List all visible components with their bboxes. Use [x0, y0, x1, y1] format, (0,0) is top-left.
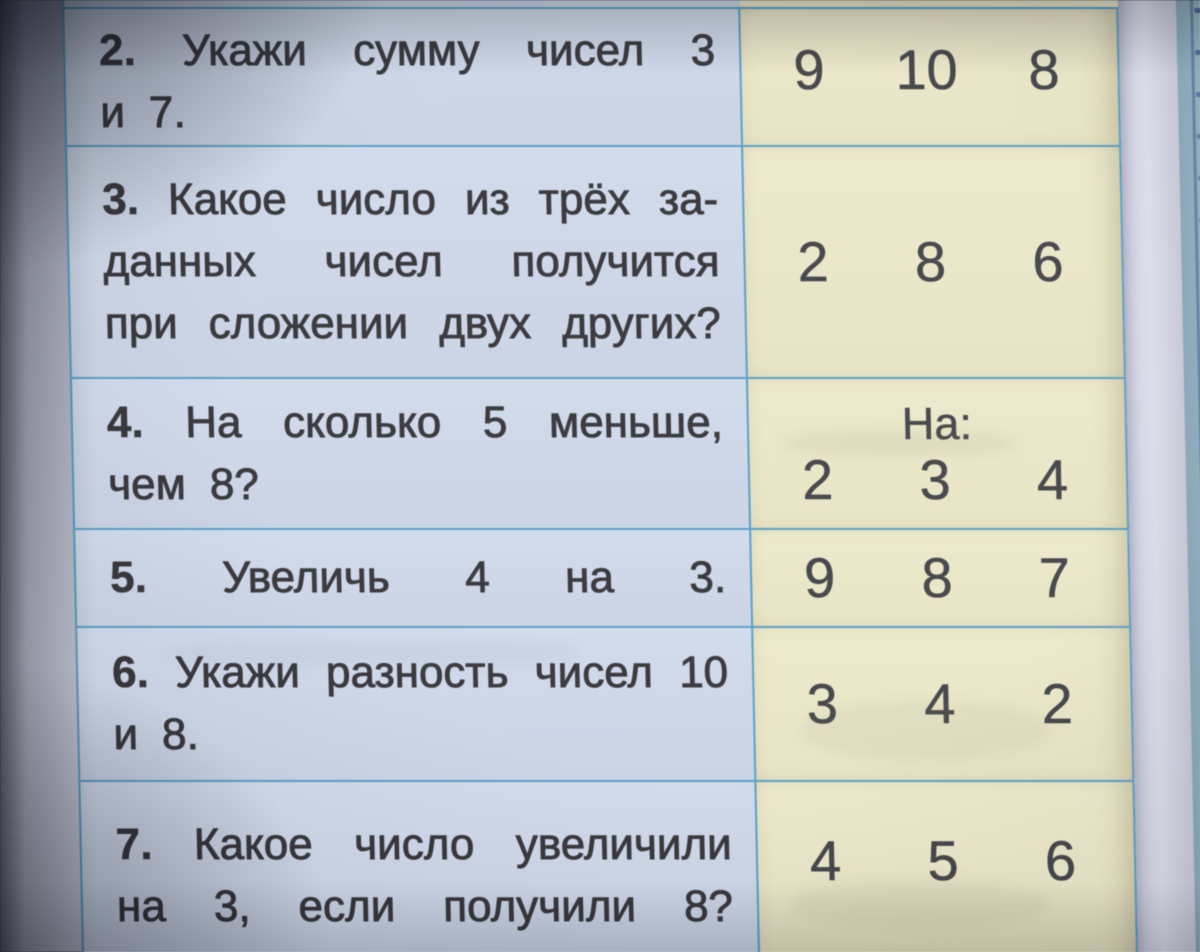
question-word: 3. [688, 553, 727, 603]
answer-value: 2 [801, 447, 834, 511]
answer-value: 4 [809, 829, 842, 893]
question-line: 3. Какое число из трёх за- [101, 169, 719, 231]
answer-value: 10 [894, 38, 959, 102]
question-word: на [116, 882, 167, 932]
question-word: получится [510, 237, 721, 287]
question-word: число [315, 175, 437, 225]
question-cell: 5. Увеличь 4 на 3. [75, 530, 752, 626]
question-word: 5 [482, 397, 508, 447]
answer-value: 8 [1027, 38, 1061, 102]
question-word: при [104, 299, 179, 349]
question-word: чем [107, 459, 187, 509]
adjacent-page-tick [1195, 50, 1200, 55]
question-cell: 7. Какое число увеличили на 3, если получили 8? [80, 782, 759, 952]
question-cell: 3. Какое число из трёх за-данных чисел получитс… [67, 147, 746, 377]
question-word: получили [442, 882, 637, 932]
question-word: 4 [464, 553, 491, 603]
question-number: 5. [109, 553, 148, 603]
question-word: 8? [209, 459, 260, 509]
question-line: и 7. [99, 82, 717, 144]
question-line: 4. На сколько 5 меньше, [106, 392, 724, 454]
question-number: 3. [101, 175, 140, 225]
question-word: и [99, 88, 126, 138]
answer-value: 2 [796, 230, 830, 294]
answer-value: 7 [1038, 546, 1071, 610]
question-word: за- [658, 175, 719, 225]
question-word: сложении [208, 299, 409, 349]
question-word: увеличили [515, 820, 733, 870]
question-line: чем 8? [107, 454, 724, 516]
question-word: сколько [282, 397, 442, 447]
question-word: 3, [213, 882, 252, 932]
table-row: 3. Какое число из трёх за-данных чисел получитс… [67, 145, 1126, 377]
question-number: 4. [106, 397, 145, 447]
answer-table: 2. Укажи сумму чисел 3 и 7. 9 10 8 3. Какое число из т… [62, 0, 1139, 952]
answer-options: 9 8 7 [751, 546, 1128, 610]
question-line: данных чисел получится [102, 231, 721, 293]
adjacent-page-tick [1195, 92, 1200, 97]
adjacent-page-tick [1194, 8, 1200, 13]
question-word: 8. [161, 710, 200, 760]
answer-value: 4 [1036, 447, 1069, 511]
question-word: и [112, 710, 139, 760]
question-word: на [564, 553, 615, 603]
answer-value: 9 [792, 38, 826, 102]
answer-cell: 9 8 7 [749, 530, 1132, 626]
answer-value: 6 [1044, 829, 1077, 893]
question-word: из [464, 175, 511, 225]
question-cell: 4. На сколько 5 меньше, чем 8? [71, 379, 750, 528]
answer-value: 3 [918, 447, 952, 511]
question-word: двух [438, 299, 532, 349]
question-word: 3 [690, 26, 716, 76]
question-cell: 2. Укажи сумму чисел 3 и 7. [64, 9, 742, 145]
table-row: 2. Укажи сумму чисел 3 и 7. 9 10 8 [64, 7, 1122, 145]
question-line: 5. Увеличь 4 на 3. [109, 547, 727, 609]
question-number: 2. [98, 26, 137, 76]
answer-value: 8 [914, 230, 947, 294]
question-word: Какое [167, 175, 288, 225]
question-word: Укажи [181, 26, 308, 76]
question-word: сумму [352, 26, 481, 76]
question-line: на 3, если получили 8? [116, 876, 734, 938]
question-number: 6. [111, 648, 150, 698]
question-word: Какое [193, 820, 314, 870]
answer-value: 9 [803, 546, 836, 610]
question-word: чисел [324, 237, 444, 287]
question-word: трёх [538, 175, 631, 225]
question-line: 7. Какое число увеличили [115, 814, 733, 876]
answer-cell: 9 10 8 [738, 9, 1122, 145]
print-bleed-smudge [800, 700, 1050, 760]
question-word: других? [561, 299, 722, 349]
question-line: 2. Укажи сумму чисел 3 [98, 20, 716, 82]
table-row: 5. Увеличь 4 на 3. 9 8 7 [75, 528, 1132, 626]
answer-value: 8 [920, 546, 954, 610]
question-word: если [297, 882, 397, 932]
question-word: 10 [678, 648, 729, 698]
answer-cell: 2 8 6 [741, 147, 1126, 377]
question-word: меньше, [548, 397, 724, 447]
table-skew-layer: 2. Укажи сумму чисел 3 и 7. 9 10 8 3. Какое число из т… [62, 0, 1200, 952]
answer-value: 6 [1031, 230, 1065, 294]
answer-options: 2 3 4 [749, 447, 1126, 511]
question-word: 7. [148, 88, 187, 138]
question-word: чисел [525, 26, 645, 76]
question-number: 7. [115, 820, 153, 870]
print-bleed-smudge [790, 880, 1050, 930]
question-word: На [184, 397, 242, 447]
answer-options: 2 8 6 [745, 230, 1122, 294]
answer-options: 9 10 8 [741, 38, 1118, 102]
print-bleed-smudge [780, 430, 1020, 456]
question-line: при сложении двух других? [104, 293, 722, 355]
question-word: данных [102, 237, 257, 287]
question-line: и 8. [112, 704, 730, 766]
question-word: число [353, 820, 475, 870]
print-bleed-smudge [160, 640, 580, 666]
question-word: Увеличь [221, 553, 391, 603]
question-word: 8? [683, 882, 734, 932]
